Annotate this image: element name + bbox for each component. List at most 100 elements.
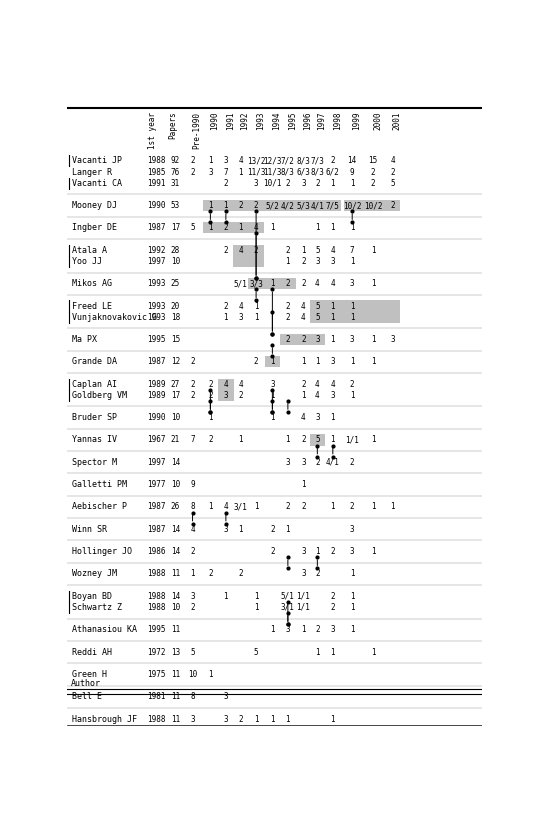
Text: 18: 18 xyxy=(171,312,180,322)
Text: Hansbrough JF: Hansbrough JF xyxy=(72,715,137,723)
Text: Mikos AG: Mikos AG xyxy=(72,279,113,288)
Text: 1: 1 xyxy=(331,302,335,311)
Text: 2: 2 xyxy=(286,335,290,344)
Text: 5: 5 xyxy=(315,302,319,311)
Text: 4: 4 xyxy=(331,380,335,389)
Text: 1: 1 xyxy=(371,648,375,657)
Text: 28: 28 xyxy=(171,245,180,255)
Text: 2: 2 xyxy=(190,603,195,612)
Text: 2: 2 xyxy=(190,391,195,400)
Text: Ingber DE: Ingber DE xyxy=(72,223,117,233)
Text: 2: 2 xyxy=(315,458,319,467)
Text: 1987: 1987 xyxy=(147,525,166,533)
Text: 1: 1 xyxy=(301,245,306,255)
Text: 1: 1 xyxy=(371,245,375,255)
Text: Hollinger JO: Hollinger JO xyxy=(72,547,132,556)
Text: 2: 2 xyxy=(315,179,319,187)
Text: 20: 20 xyxy=(171,302,180,311)
Text: 1: 1 xyxy=(254,603,258,612)
Text: 1/1: 1/1 xyxy=(345,435,359,444)
Text: 1: 1 xyxy=(208,502,213,512)
Text: 2001: 2001 xyxy=(392,112,401,130)
Text: 1: 1 xyxy=(371,547,375,556)
Text: 2: 2 xyxy=(331,156,335,165)
Text: 1: 1 xyxy=(286,435,290,444)
Text: 3/1: 3/1 xyxy=(234,502,248,512)
Text: 2: 2 xyxy=(239,715,243,723)
Text: 1987: 1987 xyxy=(147,357,166,366)
Text: 1977: 1977 xyxy=(147,480,166,489)
Text: 1: 1 xyxy=(254,312,258,322)
Text: 1999: 1999 xyxy=(352,112,361,130)
Text: Bell E: Bell E xyxy=(72,692,102,701)
Text: 1: 1 xyxy=(350,223,354,233)
Text: Vacanti JP: Vacanti JP xyxy=(72,156,122,165)
Text: 1992: 1992 xyxy=(241,112,250,130)
Text: 9: 9 xyxy=(350,167,354,176)
Text: 5: 5 xyxy=(315,245,319,255)
Bar xyxy=(310,301,400,323)
Text: 2: 2 xyxy=(239,570,243,579)
Text: 2: 2 xyxy=(301,279,306,288)
Text: 10: 10 xyxy=(171,257,180,265)
Text: 5: 5 xyxy=(190,648,195,657)
Text: 3: 3 xyxy=(224,715,228,723)
Text: 2: 2 xyxy=(254,201,258,210)
Text: 2: 2 xyxy=(286,179,290,187)
Text: Galletti PM: Galletti PM xyxy=(72,480,128,489)
Text: 4: 4 xyxy=(239,380,243,389)
Text: 1988: 1988 xyxy=(147,570,166,579)
Text: 4: 4 xyxy=(190,525,195,533)
Text: 3: 3 xyxy=(350,525,354,533)
Text: 14: 14 xyxy=(171,547,180,556)
Text: 3: 3 xyxy=(331,625,335,634)
Text: 3: 3 xyxy=(350,335,354,344)
Text: 1989: 1989 xyxy=(147,380,166,389)
Text: 1: 1 xyxy=(208,413,213,423)
Text: 2: 2 xyxy=(239,391,243,400)
Text: 1987: 1987 xyxy=(147,502,166,512)
Text: Reddi AH: Reddi AH xyxy=(72,648,113,657)
Text: Langer R: Langer R xyxy=(72,167,113,176)
Text: 1: 1 xyxy=(350,257,354,265)
Text: 4: 4 xyxy=(239,302,243,311)
Text: 1996: 1996 xyxy=(303,112,312,130)
Text: 2: 2 xyxy=(331,592,335,601)
Text: 4: 4 xyxy=(254,223,258,233)
Text: 14: 14 xyxy=(171,525,180,533)
Text: 12/3: 12/3 xyxy=(263,156,281,165)
Text: 76: 76 xyxy=(171,167,180,176)
Text: 2: 2 xyxy=(331,547,335,556)
Bar xyxy=(203,200,340,211)
Text: 1: 1 xyxy=(270,279,274,288)
Text: 8/3: 8/3 xyxy=(310,167,324,176)
Text: 1: 1 xyxy=(254,302,258,311)
Text: 8/3: 8/3 xyxy=(281,167,295,176)
Text: 1: 1 xyxy=(224,312,228,322)
Text: 17: 17 xyxy=(171,391,180,400)
Text: 7: 7 xyxy=(190,435,195,444)
Text: 2: 2 xyxy=(190,380,195,389)
Text: 1: 1 xyxy=(350,391,354,400)
Text: 2: 2 xyxy=(208,570,213,579)
Text: 2: 2 xyxy=(270,547,274,556)
Text: 4: 4 xyxy=(315,391,319,400)
Text: 5: 5 xyxy=(315,435,319,444)
Text: 1: 1 xyxy=(315,648,319,657)
Text: 14: 14 xyxy=(171,458,180,467)
Text: 2: 2 xyxy=(208,391,213,400)
Text: 1: 1 xyxy=(371,357,375,366)
Text: 3: 3 xyxy=(270,380,274,389)
Text: 2: 2 xyxy=(350,380,354,389)
Text: 1981: 1981 xyxy=(147,692,166,701)
Text: 1993: 1993 xyxy=(147,279,166,288)
Text: 11: 11 xyxy=(171,670,180,679)
Text: Caplan AI: Caplan AI xyxy=(72,380,117,389)
Text: 1: 1 xyxy=(331,179,335,187)
Text: 5/1: 5/1 xyxy=(281,592,295,601)
Text: 6/3: 6/3 xyxy=(296,167,310,176)
Text: 1: 1 xyxy=(331,715,335,723)
Text: 92: 92 xyxy=(171,156,180,165)
Text: 2: 2 xyxy=(286,312,290,322)
Text: 2: 2 xyxy=(301,502,306,512)
